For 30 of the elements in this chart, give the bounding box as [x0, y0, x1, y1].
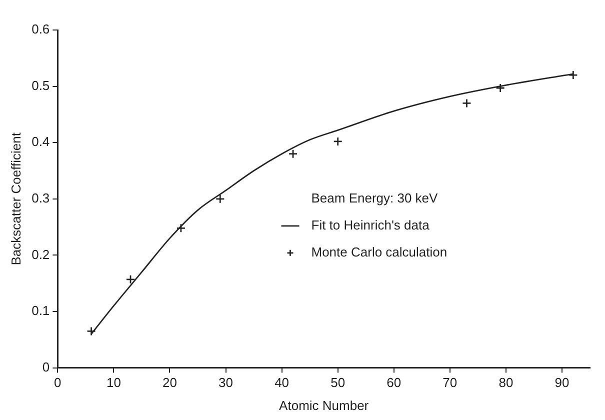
point: [333, 136, 343, 146]
point: [288, 149, 298, 159]
x-tick-label: 20: [162, 375, 177, 390]
y-tick-label: 0.2: [32, 246, 50, 262]
point: [568, 70, 578, 80]
x-tick-label: 70: [442, 375, 458, 390]
x-tick-label: 10: [106, 375, 121, 390]
y-tick-label: 0.4: [32, 134, 50, 150]
y-tick-label: 0.5: [32, 78, 50, 93]
y-tick-label: 0.3: [32, 190, 50, 206]
x-tick-label: 80: [498, 375, 514, 390]
point: [176, 223, 186, 233]
y-tick-label: 0.6: [32, 22, 50, 37]
legend-label: Monte Carlo calculation: [311, 244, 448, 260]
y-tick-label: 0: [42, 359, 50, 374]
x-tick-label: 50: [330, 375, 346, 390]
x-tick-label: 90: [554, 375, 570, 390]
y-axis-title: Backscatter Coefficient: [8, 132, 24, 266]
x-axis-title: Atomic Number: [279, 398, 370, 413]
point: [496, 83, 506, 93]
legend-label: Fit to Heinrich's data: [311, 217, 430, 232]
x-tick-label: 60: [386, 375, 402, 390]
point: [215, 194, 225, 204]
point: [462, 98, 472, 108]
y-tick-label: 0.1: [32, 303, 50, 318]
legend-title: Beam Energy: 30 keV: [311, 190, 438, 206]
x-tick-label: 0: [54, 375, 62, 390]
x-tick-label: 40: [274, 375, 290, 390]
point: [126, 274, 136, 284]
x-tick-label: 30: [218, 375, 234, 390]
